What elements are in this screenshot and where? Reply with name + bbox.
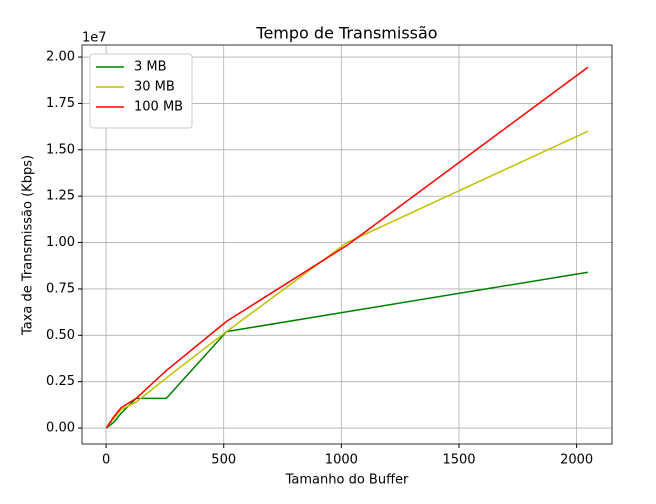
y-tick-label: 1.75 [46, 96, 75, 111]
legend-box [89, 53, 193, 129]
x-tick-label: 0 [102, 453, 110, 468]
y-offset-label: 1e7 [82, 31, 107, 46]
x-axis-label: Tamanho do Buffer [285, 473, 409, 488]
data-line [105, 271, 589, 429]
y-tick-label: 1.25 [46, 189, 75, 204]
legend-label: 3 MB [134, 60, 167, 75]
data-line [105, 66, 589, 429]
y-tick-label: 0.75 [46, 281, 75, 296]
y-tick-label: 0.50 [46, 328, 75, 343]
plot-frame [81, 44, 613, 445]
y-tick-label: 1.00 [46, 235, 75, 250]
y-tick-label: 0.25 [46, 374, 75, 389]
y-tick-label: 1.50 [46, 142, 75, 157]
x-tick-label: 2000 [560, 453, 593, 468]
x-tick-label: 1000 [325, 453, 358, 468]
chart-title: Tempo de Transmissão [255, 24, 437, 43]
y-axis-label: Taxa de Transmissão (Kbps) [21, 155, 36, 336]
x-tick-label: 500 [211, 453, 236, 468]
legend-label: 100 MB [134, 100, 183, 115]
y-tick-label: 2.00 [46, 50, 75, 65]
data-line [105, 130, 589, 429]
y-tick-label: 0.00 [46, 421, 75, 436]
x-tick-label: 1500 [442, 453, 475, 468]
legend-label: 30 MB [134, 80, 175, 95]
